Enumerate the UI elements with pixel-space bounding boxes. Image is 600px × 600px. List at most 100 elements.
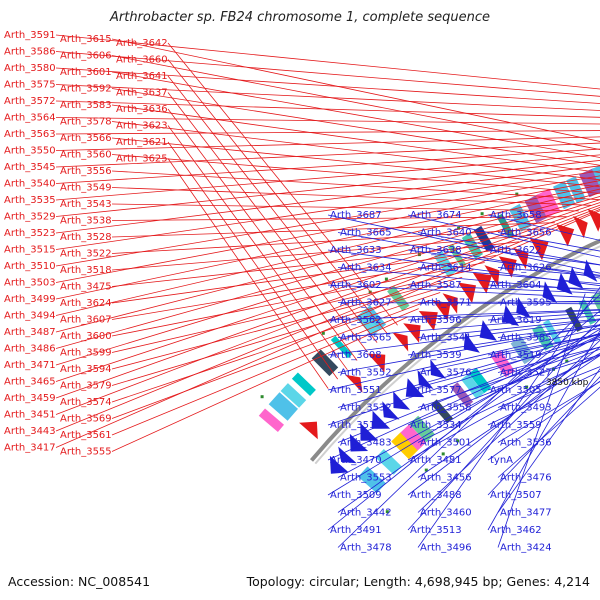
gene-label-forward: Arth_3636 xyxy=(116,104,168,115)
leader-line-reverse xyxy=(337,315,600,338)
leader-line-reverse xyxy=(337,267,600,292)
gene-label-reverse: Arth_3456 xyxy=(420,473,472,484)
cog-stripe-outer xyxy=(311,349,339,377)
gene-label-reverse: Arth_3559 xyxy=(490,420,542,431)
cog-stripe-outer xyxy=(355,308,383,337)
gene-label-reverse: Arth_3496 xyxy=(420,543,472,554)
leader-line-reverse xyxy=(497,366,600,408)
gene-label-reverse: Arth_3658 xyxy=(490,210,542,221)
gene-label-reverse: Arth_3626 xyxy=(500,263,552,274)
gene-label-reverse: Arth_3665 xyxy=(340,228,392,239)
leader-line-forward xyxy=(111,55,600,150)
cog-stripe-inner xyxy=(375,449,402,475)
inner-feature-marker xyxy=(565,359,569,363)
gene-label-forward: Arth_3592 xyxy=(60,84,112,95)
gene-label-forward: Arth_3583 xyxy=(60,100,112,111)
gene-label-forward: Arth_3607 xyxy=(60,315,112,326)
reverse-gene-arrow xyxy=(372,410,391,429)
leader-line-reverse xyxy=(337,302,600,305)
gene-label-reverse: Arth_3534 xyxy=(410,420,462,431)
cog-stripe-outer xyxy=(258,408,284,432)
leader-line-forward xyxy=(111,276,463,370)
gene-label-forward: Arth_3555 xyxy=(60,447,112,458)
forward-gene-arrow xyxy=(484,265,500,287)
leader-line-reverse xyxy=(487,329,600,531)
gene-label-reverse: Arth_3493 xyxy=(500,403,552,414)
forward-gene-arrow xyxy=(392,332,409,352)
leader-line-forward xyxy=(111,88,600,166)
gene-label-forward: Arth_3549 xyxy=(60,183,112,194)
leader-line-reverse xyxy=(497,293,586,548)
reverse-gene-arrow xyxy=(329,455,349,474)
leader-line-reverse xyxy=(337,325,600,373)
leader-line-forward xyxy=(55,202,600,382)
gene-label-forward: Arth_3510 xyxy=(4,261,56,272)
leader-line-forward xyxy=(167,158,329,389)
gene-label-reverse: Arth_3551 xyxy=(330,385,382,396)
forward-gene-arrow xyxy=(403,323,421,343)
gene-label-reverse: Arth_3552 xyxy=(340,368,392,379)
gene-label-reverse: Arth_3509 xyxy=(330,490,382,501)
outer-feature-marker xyxy=(515,192,519,196)
gene-label-reverse: Arth_3558 xyxy=(420,403,472,414)
reverse-gene-arrow xyxy=(360,423,379,441)
cog-stripe-inner xyxy=(400,424,427,451)
leader-line-reverse xyxy=(327,334,600,461)
forward-gene-arrow xyxy=(472,272,492,294)
forward-gene-arrow xyxy=(367,353,386,373)
accession-text: Accession: NC_008541 xyxy=(8,574,151,589)
leader-line-reverse xyxy=(407,309,600,321)
gene-label-reverse: Arth_3656 xyxy=(500,228,552,239)
gene-label-forward: Arth_3575 xyxy=(4,80,56,91)
cog-stripe-inner xyxy=(358,466,386,494)
leader-line-reverse xyxy=(327,214,600,274)
leader-line-forward xyxy=(111,216,567,221)
gene-label-reverse: Arth_3527 xyxy=(500,368,552,379)
leader-line-reverse xyxy=(327,327,600,391)
gene-label-reverse: Arth_3488 xyxy=(410,490,462,501)
reverse-gene-arrow xyxy=(393,391,411,410)
gene-label-forward: Arth_3471 xyxy=(4,360,56,371)
gene-label-forward: Arth_3606 xyxy=(60,51,112,62)
leader-line-reverse xyxy=(337,332,600,408)
gene-label-forward: Arth_3523 xyxy=(4,228,56,239)
gene-label-forward: Arth_3578 xyxy=(60,117,112,128)
leader-line-forward xyxy=(55,206,600,415)
gene-label-reverse: Arth_3460 xyxy=(420,508,472,519)
cog-stripe-inner xyxy=(468,367,492,394)
gene-label-reverse: Arth_3483 xyxy=(340,438,392,449)
gene-label-reverse: Arth_3501 xyxy=(420,438,472,449)
leader-line-forward xyxy=(55,117,600,125)
gene-label-reverse: Arth_3541 xyxy=(420,333,472,344)
leader-line-forward xyxy=(167,141,339,380)
gene-label-reverse: Arth_3595 xyxy=(500,298,552,309)
cog-stripe-inner xyxy=(450,382,474,408)
gene-label-forward: Arth_3574 xyxy=(60,397,112,408)
leader-line-reverse xyxy=(417,339,600,513)
leader-line-reverse xyxy=(327,249,600,287)
reverse-gene-arrow xyxy=(583,259,598,282)
outer-feature-marker xyxy=(260,395,264,399)
inner-feature-marker xyxy=(441,452,445,456)
leader-line-forward xyxy=(111,308,419,436)
leader-line-forward xyxy=(167,59,388,335)
inner-feature-marker xyxy=(385,510,389,514)
leader-line-forward xyxy=(55,184,600,300)
gene-label-forward: Arth_3515 xyxy=(4,245,56,256)
gene-label-forward: Arth_3417 xyxy=(4,443,56,454)
cog-stripe-outer xyxy=(268,392,298,421)
leader-line-forward xyxy=(55,160,600,217)
gene-label-reverse: Arth_3539 xyxy=(410,350,462,361)
gene-label-forward: Arth_3535 xyxy=(4,195,56,206)
cog-stripe-inner xyxy=(578,299,597,325)
leader-line-reverse xyxy=(417,267,600,284)
leader-line-forward xyxy=(111,316,409,452)
leader-line-forward xyxy=(111,38,600,142)
leader-line-forward xyxy=(55,51,600,97)
gene-label-forward: Arth_3499 xyxy=(4,294,56,305)
leader-line-forward xyxy=(111,284,452,386)
gene-label-reverse: Arth_3602 xyxy=(330,280,382,291)
leader-line-reverse xyxy=(337,336,600,443)
gene-label-reverse: Arth_3481 xyxy=(410,455,462,466)
gene-label-reverse: Arth_3532 xyxy=(340,403,392,414)
